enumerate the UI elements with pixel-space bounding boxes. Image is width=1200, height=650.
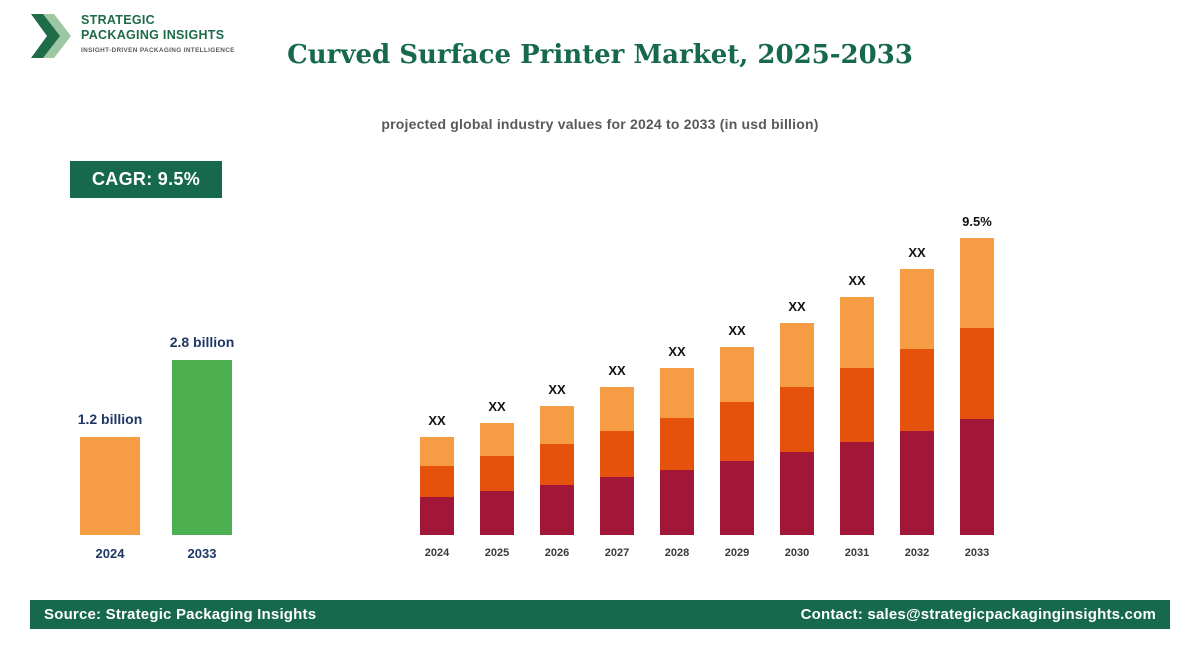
segment-top xyxy=(420,437,454,467)
segment-top xyxy=(960,238,994,328)
bar xyxy=(540,405,574,535)
segment-top xyxy=(840,296,874,369)
bar xyxy=(720,346,754,535)
logo: STRATEGIC PACKAGING INSIGHTS INSIGHT-DRI… xyxy=(30,13,235,59)
segment-middle xyxy=(900,348,934,432)
bar-value-label: XX xyxy=(428,413,446,428)
bar xyxy=(80,437,140,535)
segment-bottom xyxy=(540,484,574,535)
segment-top xyxy=(480,422,514,457)
bar xyxy=(960,238,994,535)
logo-chevron-icon xyxy=(31,14,71,58)
segment-middle xyxy=(960,327,994,420)
growth-summary-chart: 1.2 billion 2024 2.8 billion 2033 xyxy=(60,295,270,567)
segment-bottom xyxy=(600,477,634,535)
bar xyxy=(900,269,934,535)
bar xyxy=(780,323,814,535)
segment-middle xyxy=(480,456,514,492)
stacked-projection-chart: XX 2024 XX 2025 XX 2026 XX 2027 XX 2028 XX 2029 XX 20… xyxy=(405,195,1005,565)
segment-middle xyxy=(660,417,694,471)
x-axis-label: 2028 xyxy=(664,547,690,559)
bar xyxy=(172,360,232,535)
x-axis-label: 2024 xyxy=(95,546,125,561)
logo-text: STRATEGIC PACKAGING INSIGHTS INSIGHT-DRI… xyxy=(81,13,235,54)
bar-value-label: 9.5% xyxy=(962,214,992,229)
bar xyxy=(840,296,874,535)
bar-value-label: XX xyxy=(608,363,626,379)
logo-name-line1: STRATEGIC xyxy=(81,13,155,27)
bar xyxy=(420,437,454,535)
segment-middle xyxy=(540,444,574,485)
segment-middle xyxy=(600,431,634,477)
x-axis-label: 2029 xyxy=(724,547,750,559)
segment-bottom xyxy=(660,470,694,535)
x-axis-label: 2025 xyxy=(484,547,510,559)
x-axis-label: 2033 xyxy=(187,546,217,561)
bar xyxy=(660,367,694,535)
segment-bottom xyxy=(780,452,814,535)
bar-value-label: XX xyxy=(848,272,866,288)
bar-value-label: XX xyxy=(488,398,506,414)
segment-top xyxy=(900,269,934,349)
x-axis-label: 2026 xyxy=(544,547,570,559)
segment-bottom xyxy=(480,491,514,535)
segment-top xyxy=(540,405,574,445)
segment-top xyxy=(660,367,694,418)
logo-name-line2: PACKAGING INSIGHTS xyxy=(81,27,225,42)
segment-middle xyxy=(840,368,874,442)
segment-bottom xyxy=(900,431,934,535)
bar-value-label: XX xyxy=(788,299,806,315)
bar-value-label: XX xyxy=(728,322,746,338)
bar xyxy=(600,387,634,535)
segment-bottom xyxy=(420,496,454,535)
bar-value-label: XX xyxy=(908,245,926,261)
bar-value-label: 2.8 billion xyxy=(169,334,235,350)
x-axis-label: 2032 xyxy=(904,547,930,559)
segment-bottom xyxy=(840,441,874,535)
segment-top xyxy=(600,387,634,432)
footer-bar: Source: Strategic Packaging Insights Con… xyxy=(30,600,1170,629)
segment-middle xyxy=(420,466,454,497)
logo-tagline: INSIGHT-DRIVEN PACKAGING INTELLIGENCE xyxy=(81,46,235,54)
bar-fill xyxy=(80,437,140,535)
x-axis-label: 2027 xyxy=(604,547,630,559)
footer-source: Source: Strategic Packaging Insights xyxy=(44,606,317,623)
segment-bottom xyxy=(720,461,754,535)
footer-contact: Contact: sales@strategicpackaginginsight… xyxy=(800,606,1156,623)
segment-middle xyxy=(720,402,754,462)
segment-top xyxy=(780,323,814,387)
x-axis-label: 2024 xyxy=(424,547,450,559)
bar-value-label: 1.2 billion xyxy=(77,411,143,427)
bar-value-label: XX xyxy=(668,343,686,359)
segment-bottom xyxy=(960,419,994,535)
x-axis-label: 2033 xyxy=(964,547,990,559)
bar-fill xyxy=(172,360,232,535)
x-axis-label: 2031 xyxy=(844,547,870,559)
bar-value-label: XX xyxy=(548,381,566,397)
page-subtitle: projected global industry values for 202… xyxy=(381,116,819,132)
x-axis-label: 2030 xyxy=(784,547,810,559)
segment-top xyxy=(720,346,754,403)
segment-middle xyxy=(780,386,814,453)
bar xyxy=(480,422,514,535)
page-title: Curved Surface Printer Market, 2025-2033 xyxy=(287,40,913,70)
cagr-badge: CAGR: 9.5% xyxy=(70,161,223,198)
